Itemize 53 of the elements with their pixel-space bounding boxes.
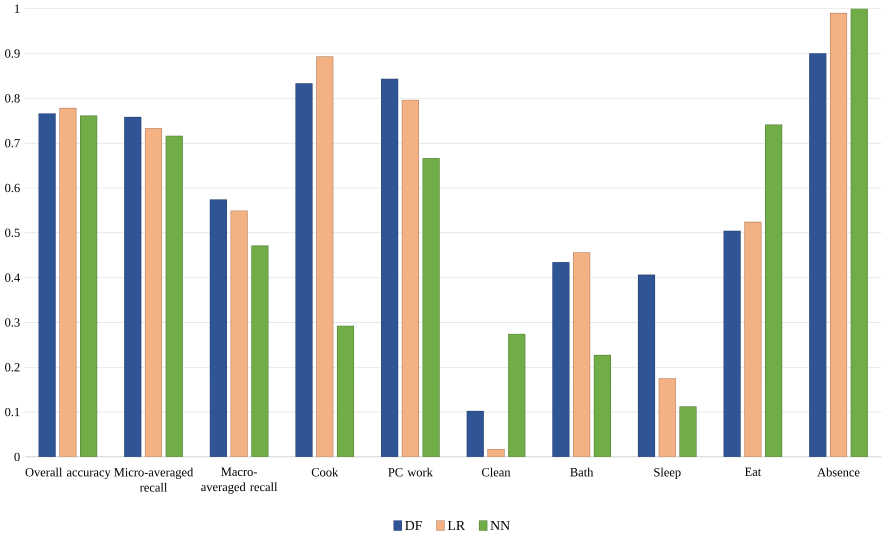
y-tick-label: 0.8 bbox=[5, 94, 20, 103]
y-tick-label: 0.6 bbox=[5, 184, 20, 192]
y-tick-label: 0.3 bbox=[5, 318, 20, 327]
y-tick-label: 0.2 bbox=[5, 363, 20, 372]
bar bbox=[850, 8, 868, 458]
bar bbox=[251, 246, 268, 458]
x-tick-label: Macro-averaged recall bbox=[201, 468, 278, 494]
x-tick-label: Sleep bbox=[654, 468, 681, 480]
bar bbox=[210, 200, 227, 458]
y-tick-label: 0.7 bbox=[5, 139, 20, 148]
bar bbox=[809, 53, 826, 458]
bar bbox=[508, 334, 526, 458]
y-tick-label: 0.5 bbox=[5, 228, 20, 238]
legend-label: NN bbox=[490, 521, 510, 530]
bar bbox=[230, 210, 248, 458]
x-tick-label: Overall accuracy bbox=[26, 468, 111, 480]
x-tick-label: Cook bbox=[312, 468, 338, 477]
bar bbox=[316, 56, 334, 458]
x-tick-label: Bath bbox=[570, 468, 594, 477]
bar bbox=[724, 230, 741, 458]
bar bbox=[765, 124, 782, 458]
bar bbox=[381, 78, 398, 458]
bar bbox=[336, 326, 354, 458]
bar bbox=[38, 113, 56, 458]
bar bbox=[402, 100, 419, 458]
y-tick-label: 1 bbox=[15, 4, 20, 13]
y-tick-label: 0.1 bbox=[5, 408, 20, 416]
x-tick-label: Micro-averaged recall bbox=[114, 468, 194, 492]
x-tick-label: Eat bbox=[744, 468, 762, 476]
x-tick-label: Absence bbox=[817, 468, 860, 477]
y-tick-label: 0.4 bbox=[5, 274, 20, 282]
bar bbox=[466, 411, 484, 458]
bar bbox=[144, 128, 162, 458]
bar bbox=[124, 117, 142, 458]
bar bbox=[573, 252, 590, 458]
bar bbox=[638, 274, 656, 458]
y-tick-label: 0 bbox=[14, 452, 20, 462]
bar bbox=[80, 116, 98, 458]
x-tick-label: PC work bbox=[388, 468, 433, 477]
bar bbox=[830, 13, 848, 458]
bar bbox=[295, 83, 313, 458]
bar bbox=[166, 136, 183, 458]
bar bbox=[59, 108, 76, 458]
bar bbox=[744, 222, 762, 458]
bar bbox=[679, 406, 697, 458]
legend-label: DF bbox=[405, 521, 422, 530]
legend-label: LR bbox=[448, 521, 466, 530]
bar bbox=[594, 355, 611, 458]
y-tick-label: 0.9 bbox=[5, 49, 20, 58]
x-tick-label: Clean bbox=[482, 468, 510, 477]
bar bbox=[422, 158, 440, 458]
bar bbox=[552, 262, 570, 458]
bar bbox=[658, 378, 676, 458]
